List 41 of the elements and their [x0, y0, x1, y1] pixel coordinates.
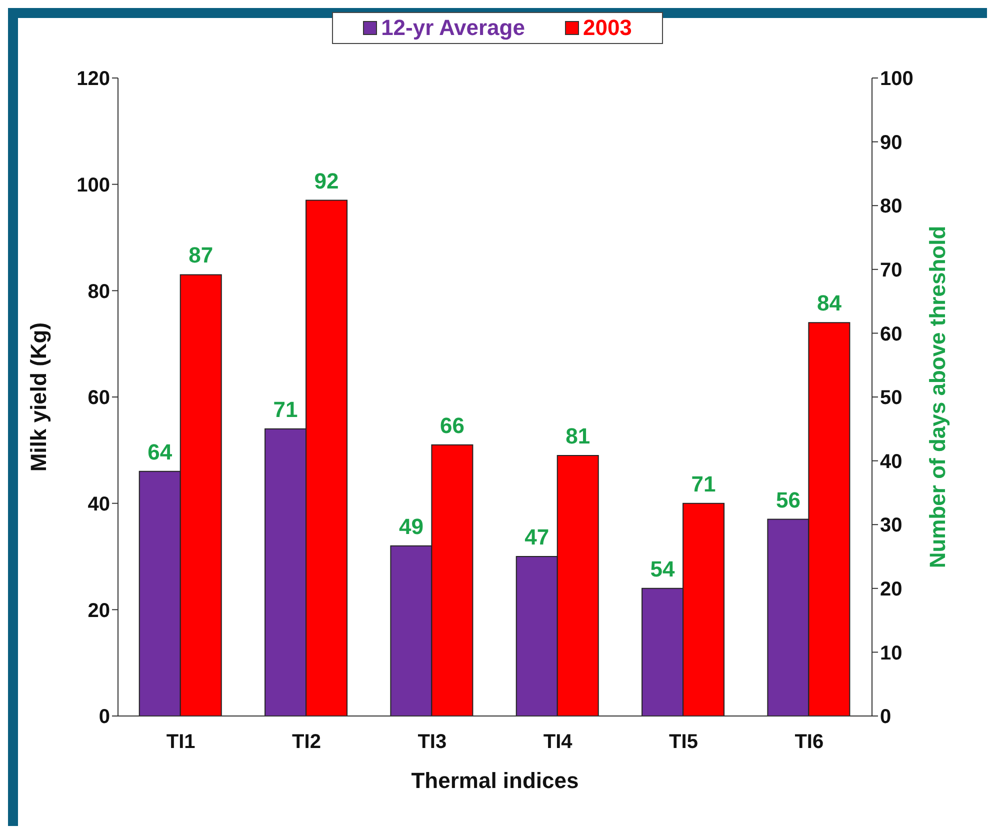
x-tick-label: TI1 — [166, 731, 196, 754]
annotation: 54 — [650, 556, 676, 582]
y-tick-label: 60 — [88, 387, 110, 410]
x-tick-label: TI6 — [794, 731, 824, 754]
y2-tick-label: 20 — [880, 578, 902, 600]
y-tick-label: 120 — [76, 68, 110, 90]
annotation: 81 — [566, 423, 590, 448]
annotation: 66 — [440, 412, 464, 438]
x-tick-label: TI2 — [292, 731, 321, 754]
y2-tick-label: 40 — [880, 450, 902, 473]
y-tick-label: 20 — [88, 600, 110, 622]
y2-tick-label: 100 — [880, 68, 914, 90]
annotation: 49 — [398, 514, 424, 539]
x-axis-title: Thermal indices — [411, 768, 579, 793]
y-tick-label: 0 — [98, 706, 110, 728]
annotation: 71 — [273, 396, 298, 422]
annotation: 56 — [776, 487, 800, 512]
x-tick-label: TI5 — [669, 731, 698, 754]
legend-label: 12-yr Average — [380, 15, 525, 41]
annotation: 71 — [691, 471, 716, 496]
legend-label: 2003 — [582, 15, 632, 41]
y2-tick-label: 0 — [880, 706, 892, 728]
y-tick-label: 40 — [88, 493, 110, 516]
annotation: 84 — [816, 290, 842, 316]
annotation: 92 — [314, 168, 339, 194]
y-tick-label: 100 — [76, 174, 110, 196]
x-tick-label: TI4 — [543, 731, 574, 754]
y2-tick-label: 90 — [880, 132, 902, 154]
annotation: 47 — [524, 524, 550, 550]
y2-tick-label: 30 — [880, 514, 902, 537]
y-axis-title: Milk yield (Kg) — [26, 322, 51, 472]
y2-tick-label: 60 — [880, 323, 902, 346]
y2-tick-label: 10 — [880, 642, 902, 664]
x-tick-label: TI3 — [418, 731, 447, 754]
y2-tick-label: 80 — [880, 196, 902, 218]
y-tick-label: 80 — [88, 280, 110, 303]
y2-axis-title: Number of days above threshold — [924, 226, 950, 568]
annotation: 87 — [188, 242, 214, 268]
y2-tick-label: 50 — [880, 387, 902, 410]
y2-tick-label: 70 — [880, 260, 902, 282]
annotation: 64 — [148, 439, 173, 464]
